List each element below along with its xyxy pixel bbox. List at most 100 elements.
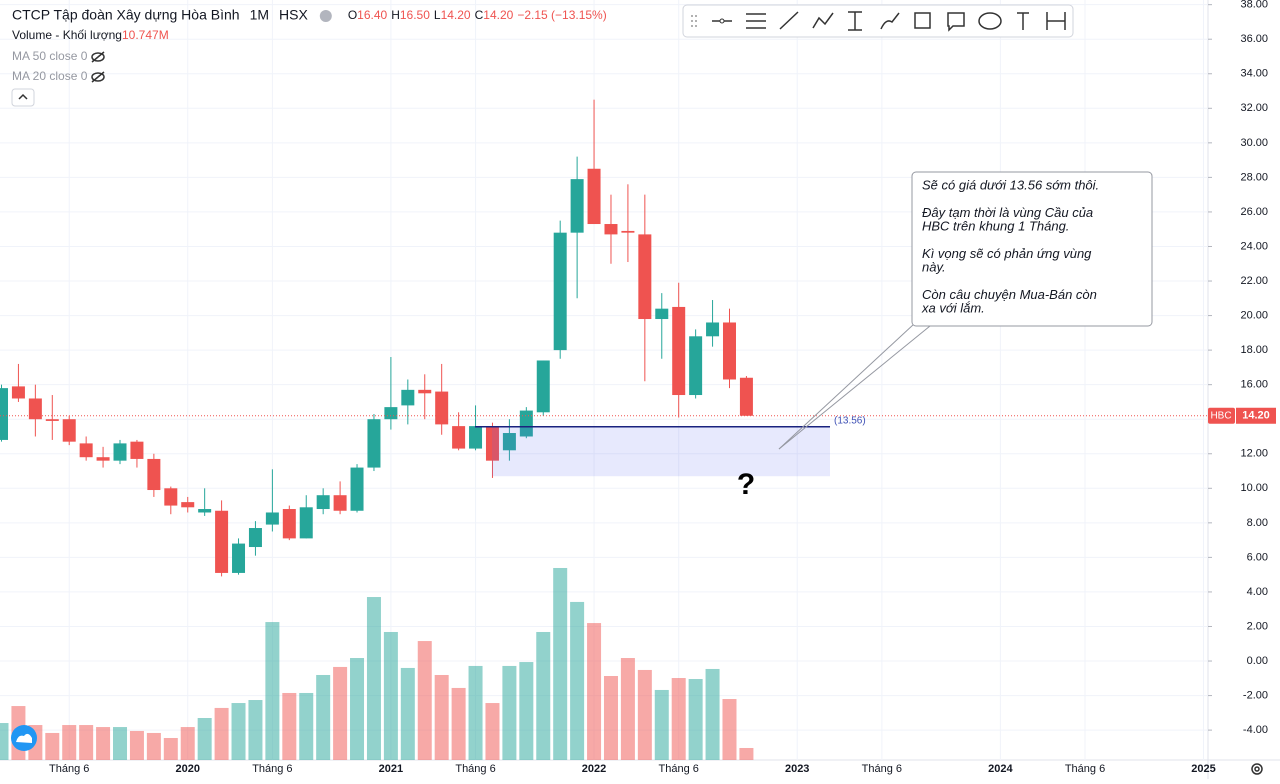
- exchange: HSX: [279, 7, 308, 23]
- tool-drag[interactable]: [691, 15, 697, 27]
- candle-body: [62, 419, 76, 442]
- candle-body: [452, 426, 466, 449]
- volume-bar: [570, 601, 585, 760]
- volume-bar: [146, 732, 161, 760]
- x-tick-label: 2024: [988, 763, 1013, 775]
- y-tick-label: 4.00: [1247, 586, 1268, 598]
- note-line: Đây tạm thời là vùng Cầu của: [922, 205, 1093, 220]
- volume-bar: [0, 723, 9, 760]
- hide-icon[interactable]: [91, 71, 105, 83]
- tool-horizontal-line[interactable]: [712, 18, 732, 24]
- candle-body: [367, 419, 381, 468]
- y-tick-label: 30.00: [1240, 137, 1268, 149]
- candle-body: [248, 528, 262, 548]
- candle-body: [638, 234, 652, 320]
- note-line: Kì vọng sẽ có phản ứng vùng: [922, 246, 1092, 261]
- candle-body: [350, 467, 364, 511]
- x-tick-label: 2020: [175, 763, 199, 775]
- ohlc-value: 16.50: [400, 8, 430, 22]
- price-tag: [1236, 407, 1276, 424]
- logo[interactable]: [11, 725, 37, 751]
- candle-body: [130, 441, 144, 459]
- y-tick-label: 6.00: [1247, 551, 1268, 563]
- volume-bar: [722, 699, 737, 760]
- y-tick-label: 20.00: [1240, 309, 1268, 321]
- volume-bar: [96, 727, 111, 760]
- volume-bar: [248, 700, 263, 760]
- candle-body: [198, 509, 212, 513]
- hide-icon[interactable]: [91, 51, 105, 63]
- candle-body: [316, 495, 330, 510]
- volume-bar: [671, 678, 686, 760]
- volume-bar: [129, 730, 144, 760]
- x-tick-label: 2021: [379, 763, 403, 775]
- candle-body: [655, 308, 669, 320]
- settings-button[interactable]: [1251, 763, 1263, 775]
- y-tick-label: 0.00: [1247, 655, 1268, 667]
- tool-path[interactable]: [812, 12, 834, 29]
- tool-trend-line[interactable]: [779, 11, 799, 30]
- candle-body: [282, 509, 296, 539]
- volume-bar: [299, 692, 314, 760]
- volume-bar: [705, 668, 720, 760]
- volume-bar: [553, 567, 568, 760]
- tool-ellipse[interactable]: [978, 12, 1002, 30]
- volume-bar: [214, 707, 229, 760]
- volume-bar: [637, 669, 652, 760]
- volume-legend: Volume - Khối lượng: [12, 28, 122, 42]
- collapse-button[interactable]: [11, 88, 35, 107]
- candle-body: [587, 168, 601, 225]
- volume-bar: [45, 732, 60, 760]
- ohlc-label: L: [434, 8, 441, 22]
- volume-bar: [654, 689, 669, 760]
- volume-bar: [451, 687, 466, 760]
- x-tick-label: 2022: [582, 763, 606, 775]
- volume-bar: [688, 679, 703, 760]
- y-tick-label: 2.00: [1247, 620, 1268, 632]
- note-line: Còn câu chuyện Mua-Bán còn: [922, 287, 1097, 302]
- tool-rectangle[interactable]: [914, 12, 931, 29]
- ohlc-value: 16.40: [357, 8, 387, 22]
- volume-bar: [502, 665, 517, 760]
- volume-bar: [316, 674, 331, 760]
- tool-parallel-lines[interactable]: [746, 13, 766, 29]
- ohlc-label: O: [348, 8, 357, 22]
- volume-bar: [350, 658, 365, 760]
- drawing-toolbar: [682, 4, 1074, 38]
- symbol-tag-text: HBC: [1210, 410, 1231, 421]
- ohlc-value: 14.20: [441, 8, 471, 22]
- volume-bar: [400, 667, 415, 760]
- candle-body: [181, 502, 195, 508]
- change: −2.15 (−13.15%): [517, 8, 606, 22]
- indicator-legend: MA 20 close 0: [12, 69, 88, 83]
- interval: 1M: [250, 7, 269, 23]
- volume-bar: [333, 666, 348, 760]
- volume-bar: [366, 597, 381, 760]
- candle-body: [28, 398, 42, 420]
- symbol-title: CTCP Tập đoàn Xây dựng Hòa Bình: [12, 7, 240, 23]
- y-tick-label: 26.00: [1240, 206, 1268, 218]
- x-tick-label: Tháng 6: [252, 763, 292, 775]
- candle-body: [553, 232, 567, 351]
- note-line: HBC trên khung 1 Tháng.: [922, 219, 1069, 234]
- candle-body: [689, 336, 703, 396]
- candle-body: [739, 377, 753, 416]
- candle-body: [96, 457, 110, 461]
- tool-text[interactable]: [1017, 12, 1029, 30]
- volume-bar: [79, 725, 94, 760]
- candle-body: [502, 433, 516, 451]
- x-tick-label: Tháng 6: [862, 763, 902, 775]
- note-box: [911, 171, 1153, 327]
- volume-bar: [62, 725, 77, 760]
- x-tick-label: Tháng 6: [49, 763, 89, 775]
- candle-body: [384, 407, 398, 420]
- tool-fib[interactable]: [848, 11, 862, 31]
- tool-brush[interactable]: [880, 12, 900, 30]
- tool-callout[interactable]: [947, 12, 965, 32]
- volume-bar: [536, 631, 551, 760]
- tool-measure[interactable]: [1046, 12, 1066, 30]
- note-line: Sẽ có giá dưới 13.56 sớm thôi.: [922, 177, 1099, 192]
- volume-bar: [587, 623, 602, 760]
